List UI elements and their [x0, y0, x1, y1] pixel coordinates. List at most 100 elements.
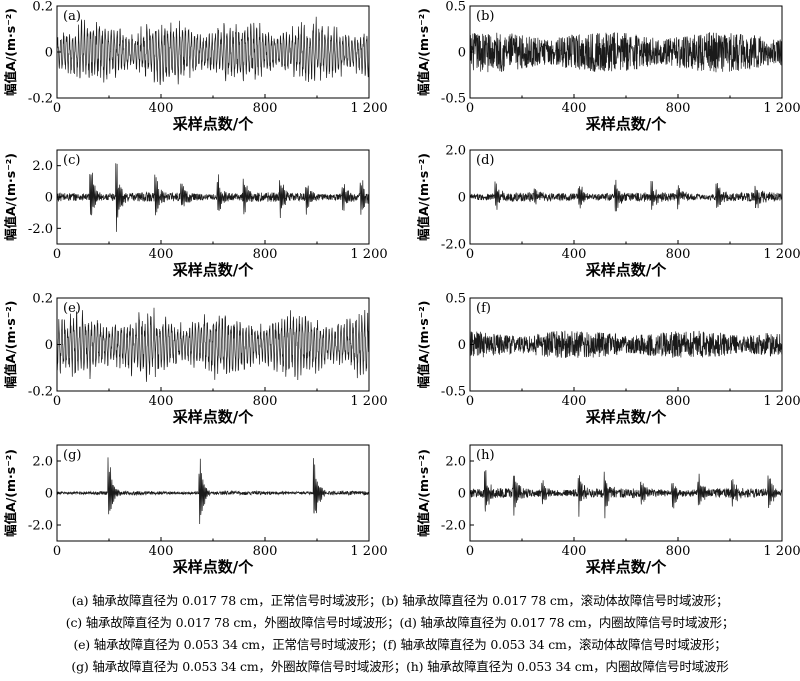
x-tick-label: 1 200: [350, 394, 387, 409]
x-axis-label: 采样点数/个: [172, 115, 254, 133]
x-tick-label: 1 200: [350, 101, 387, 116]
y-tick-label: -0.5: [441, 385, 466, 400]
x-tick-label: 400: [562, 544, 587, 559]
x-tick-label: 0: [53, 101, 61, 116]
x-tick-label: 400: [149, 247, 174, 262]
x-tick-label: 400: [562, 394, 587, 409]
y-tick-label: 0: [458, 487, 466, 502]
x-tick-label: 800: [666, 544, 691, 559]
y-tick-label: -0.2: [28, 92, 53, 107]
y-tick-label: 0.5: [445, 0, 466, 15]
x-axis-label: 采样点数/个: [585, 261, 667, 279]
y-axis-label: 幅值A/(m·s⁻²): [3, 8, 18, 96]
y-tick-label: -2.0: [28, 222, 53, 237]
caption-line-4: (g) 轴承故障直径为 0.053 34 cm，外圈故障信号时域波形；(h) 轴…: [71, 659, 729, 674]
x-tick-label: 400: [149, 101, 174, 116]
y-tick-label: -2.0: [28, 519, 53, 534]
x-tick-label: 0: [53, 394, 61, 409]
y-tick-label: 0: [45, 487, 53, 502]
x-tick-label: 0: [466, 247, 474, 262]
y-tick-label: 0: [45, 46, 53, 61]
y-axis-label: 幅值A/(m·s⁻²): [416, 449, 431, 537]
x-axis-label: 采样点数/个: [585, 408, 667, 426]
y-axis-label: 幅值A/(m·s⁻²): [416, 301, 431, 389]
caption-line-1: (a) 轴承故障直径为 0.017 78 cm，正常信号时域波形；(b) 轴承故…: [71, 593, 729, 608]
y-axis-label: 幅值A/(m·s⁻²): [416, 8, 431, 96]
panel-label: (d): [476, 153, 494, 168]
x-tick-label: 0: [466, 394, 474, 409]
x-tick-label: 0: [53, 544, 61, 559]
panel-label: (h): [476, 448, 495, 463]
panel-label: (a): [63, 9, 81, 24]
x-axis-label: 采样点数/个: [172, 558, 254, 576]
x-axis-label: 采样点数/个: [585, 115, 667, 133]
y-axis-label: 幅值A/(m·s⁻²): [3, 449, 18, 537]
y-tick-label: 0.2: [32, 0, 53, 15]
panel-label: (c): [63, 153, 80, 168]
y-tick-label: 0: [458, 46, 466, 61]
y-tick-label: 0.5: [445, 292, 466, 307]
x-tick-label: 800: [666, 247, 691, 262]
y-tick-label: 2.0: [445, 455, 466, 470]
x-tick-label: 0: [466, 101, 474, 116]
y-tick-label: 0: [458, 338, 466, 353]
y-tick-label: 2.0: [32, 455, 53, 470]
x-tick-label: 400: [149, 394, 174, 409]
y-tick-label: -2.0: [441, 519, 466, 534]
y-tick-label: 0: [458, 191, 466, 206]
x-axis-label: 采样点数/个: [172, 408, 254, 426]
panel-label: (f): [476, 301, 491, 316]
x-axis-label: 采样点数/个: [585, 558, 667, 576]
signal-line-d: [470, 179, 782, 212]
signal-line-c: [57, 163, 369, 232]
panel-label: (b): [476, 9, 494, 24]
signal-line-a: [57, 16, 369, 86]
y-tick-label: 0.2: [32, 292, 53, 307]
y-tick-label: -2.0: [441, 238, 466, 253]
y-axis-label: 幅值A/(m·s⁻²): [416, 153, 431, 241]
y-axis-label: 幅值A/(m·s⁻²): [3, 153, 18, 241]
x-axis-label: 采样点数/个: [172, 261, 254, 279]
x-tick-label: 400: [149, 544, 174, 559]
x-tick-label: 800: [253, 247, 278, 262]
x-tick-label: 800: [666, 101, 691, 116]
y-tick-label: -0.5: [441, 92, 466, 107]
x-tick-label: 1 200: [763, 544, 800, 559]
x-tick-label: 1 200: [763, 101, 800, 116]
x-tick-label: 800: [253, 101, 278, 116]
signal-line-e: [57, 307, 369, 382]
y-tick-label: -0.2: [28, 385, 53, 400]
y-tick-label: 0: [45, 338, 53, 353]
signal-line-f: [470, 330, 782, 358]
panel-label: (e): [63, 301, 81, 316]
signal-line-h: [470, 470, 782, 519]
signal-line-g: [57, 457, 369, 525]
x-tick-label: 1 200: [763, 247, 800, 262]
x-tick-label: 0: [53, 247, 61, 262]
y-tick-label: 2.0: [445, 144, 466, 159]
x-tick-label: 0: [466, 544, 474, 559]
figure: 0 400 800 1 200-0.200.2(a)采样点数/个幅值A/(m·s⁻²)…: [3, 0, 800, 576]
signal-line-b: [470, 32, 782, 73]
x-tick-label: 1 200: [350, 544, 387, 559]
x-tick-label: 800: [253, 544, 278, 559]
x-tick-label: 1 200: [763, 394, 800, 409]
caption-line-3: (e) 轴承故障直径为 0.053 34 cm，正常信号时域波形；(f) 轴承故…: [73, 637, 727, 652]
y-axis-label: 幅值A/(m·s⁻²): [3, 301, 18, 389]
x-tick-label: 800: [253, 394, 278, 409]
x-tick-label: 400: [562, 101, 587, 116]
x-tick-label: 400: [562, 247, 587, 262]
panel-label: (g): [63, 448, 81, 463]
caption-line-2: (c) 轴承故障直径为 0.017 78 cm，外圈故障信号时域波形；(d) 轴…: [65, 615, 735, 630]
x-tick-label: 1 200: [350, 247, 387, 262]
y-tick-label: 0: [45, 191, 53, 206]
x-tick-label: 800: [666, 394, 691, 409]
